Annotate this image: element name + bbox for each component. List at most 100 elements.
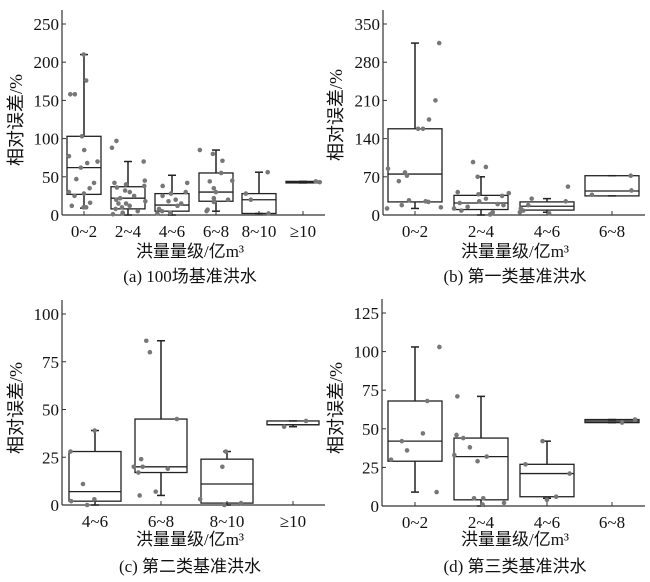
box-2~4 xyxy=(109,138,148,217)
data-point xyxy=(204,208,209,214)
data-point xyxy=(399,202,405,208)
data-point xyxy=(213,189,219,195)
data-point xyxy=(173,197,178,203)
data-point xyxy=(243,191,249,196)
data-point xyxy=(81,205,86,210)
data-point xyxy=(266,211,271,216)
data-point xyxy=(207,179,213,184)
data-point xyxy=(501,202,506,208)
box-6~8 xyxy=(131,338,188,498)
data-point xyxy=(628,173,634,179)
data-point xyxy=(415,126,421,132)
x-tick-label: 4~6 xyxy=(159,222,185,241)
y-tick-label: 50 xyxy=(42,168,59,187)
data-point xyxy=(79,134,85,139)
data-point xyxy=(484,454,489,459)
x-tick-label: 8~10 xyxy=(210,512,245,531)
y-tick-label: 50 xyxy=(42,401,59,420)
iqr-box xyxy=(66,135,102,196)
data-point xyxy=(589,192,595,198)
data-point xyxy=(141,183,147,189)
data-point xyxy=(141,159,146,164)
panel-caption: (a) 100场基准洪水 xyxy=(123,267,257,286)
data-point xyxy=(167,210,173,216)
data-point xyxy=(404,173,410,179)
data-point xyxy=(159,208,165,214)
y-tick-label: 0 xyxy=(51,206,60,225)
data-point xyxy=(123,182,129,187)
data-point xyxy=(629,188,634,193)
data-point xyxy=(222,502,227,508)
data-point xyxy=(567,471,572,476)
data-point xyxy=(72,193,77,199)
data-point xyxy=(220,158,225,164)
data-point xyxy=(142,178,148,183)
box-4~6 xyxy=(68,428,122,508)
data-point xyxy=(483,164,489,170)
x-tick-label: 4~6 xyxy=(534,513,560,532)
data-point xyxy=(153,489,159,494)
data-point xyxy=(168,191,174,196)
data-point xyxy=(122,188,128,193)
data-point xyxy=(434,489,439,495)
panel-caption: (c) 第二类基准洪水 xyxy=(119,557,261,576)
data-point xyxy=(197,147,203,153)
data-point xyxy=(69,203,75,209)
data-point xyxy=(143,338,149,344)
y-axis-label: 相对误差/% xyxy=(326,69,346,161)
data-point xyxy=(499,193,505,199)
data-point xyxy=(81,52,86,57)
data-point xyxy=(317,179,323,185)
data-point xyxy=(281,424,287,429)
box-6~8 xyxy=(584,173,640,198)
data-point xyxy=(460,435,466,441)
data-point xyxy=(471,495,477,501)
x-axis-label: 洪量量级/亿m³ xyxy=(136,242,244,261)
panel-caption: (b) 第一类基准洪水 xyxy=(443,267,586,286)
iqr-box xyxy=(387,400,443,462)
panel-d: 0 25 50 75 100 125 0~2 2~4 4~6 6~8 相对误差/% 洪量量级/亿m³ (… xyxy=(326,299,645,576)
data-point xyxy=(87,185,92,191)
box-0~2 xyxy=(387,344,443,495)
data-point xyxy=(436,40,442,46)
data-point xyxy=(74,176,79,182)
data-point xyxy=(225,197,231,203)
data-point xyxy=(483,196,489,201)
box-8~10 xyxy=(241,169,277,216)
data-point xyxy=(210,151,216,157)
iqr-box xyxy=(519,463,575,498)
data-point xyxy=(546,211,552,216)
y-tick-label: 140 xyxy=(355,130,381,149)
data-point xyxy=(520,208,526,213)
data-point xyxy=(131,464,137,470)
data-point xyxy=(438,205,444,210)
data-point xyxy=(68,498,74,504)
iqr-box xyxy=(198,172,234,202)
y-tick-label: 25 xyxy=(42,448,59,467)
data-point xyxy=(544,497,550,503)
data-point xyxy=(480,495,486,501)
data-point xyxy=(404,448,410,453)
data-point xyxy=(143,198,148,204)
data-point xyxy=(248,197,254,203)
panel-b: 0 70 140 210 280 350 0~2 2~4 4~6 6~8 相对误差/% 洪量量级/亿m… xyxy=(326,10,645,286)
data-point xyxy=(123,201,129,206)
box-4~6 xyxy=(517,184,575,216)
box-≥10 xyxy=(285,179,323,185)
y-tick-label: 70 xyxy=(363,168,380,187)
panel-caption: (d) 第三类基准洪水 xyxy=(443,557,586,576)
data-point xyxy=(452,452,457,458)
data-point xyxy=(523,462,528,467)
data-point xyxy=(425,398,430,404)
iqr-box xyxy=(200,458,254,504)
data-point xyxy=(475,458,480,464)
x-axis-label: 洪量量级/亿m³ xyxy=(461,530,569,549)
data-point xyxy=(457,200,463,206)
box-0~2 xyxy=(384,40,444,211)
data-point xyxy=(119,205,125,210)
x-tick-label: 0~2 xyxy=(402,222,428,241)
iqr-box xyxy=(134,418,188,474)
data-point xyxy=(303,418,309,424)
y-tick-label: 100 xyxy=(354,343,380,362)
data-point xyxy=(480,502,485,507)
